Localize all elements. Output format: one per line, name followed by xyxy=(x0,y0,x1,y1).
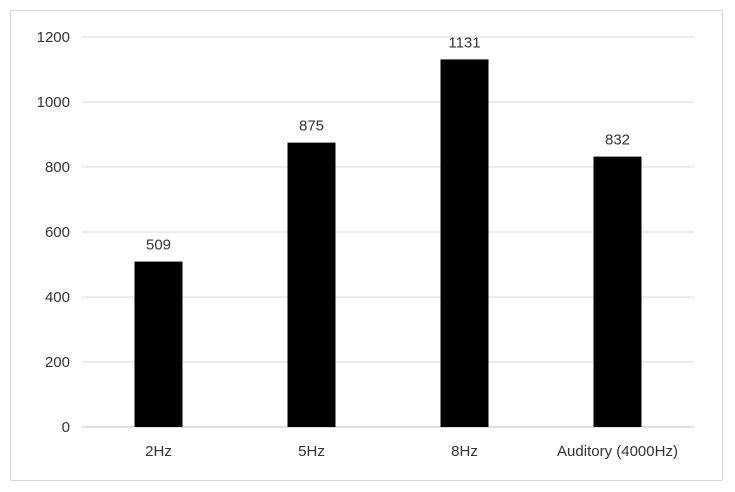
x-category-label: Auditory (4000Hz) xyxy=(557,443,678,460)
y-tick-label: 800 xyxy=(45,159,70,176)
x-category-label: 8Hz xyxy=(451,443,478,460)
data-label: 832 xyxy=(605,132,630,149)
y-tick-label: 1200 xyxy=(37,29,70,46)
x-category-label: 2Hz xyxy=(145,443,172,460)
y-tick-label: 400 xyxy=(45,289,70,306)
y-tick-label: 0 xyxy=(62,419,70,436)
y-tick-label: 1000 xyxy=(37,94,70,111)
bars xyxy=(134,59,642,428)
y-tick-label: 200 xyxy=(45,354,70,371)
labels: 0 200 400 600 800 1000 1200 509 2Hz 875 5Hz 1131 8Hz… xyxy=(37,29,678,460)
data-label: 1131 xyxy=(448,34,480,51)
bar-0 xyxy=(134,261,183,427)
x-category-label: 5Hz xyxy=(298,443,325,460)
data-label: 875 xyxy=(299,118,324,135)
bar-3 xyxy=(593,156,642,427)
gridlines xyxy=(82,36,694,428)
data-label: 509 xyxy=(146,237,171,254)
bar-1 xyxy=(287,142,336,427)
bar-2 xyxy=(440,59,489,428)
y-tick-label: 600 xyxy=(45,224,70,241)
